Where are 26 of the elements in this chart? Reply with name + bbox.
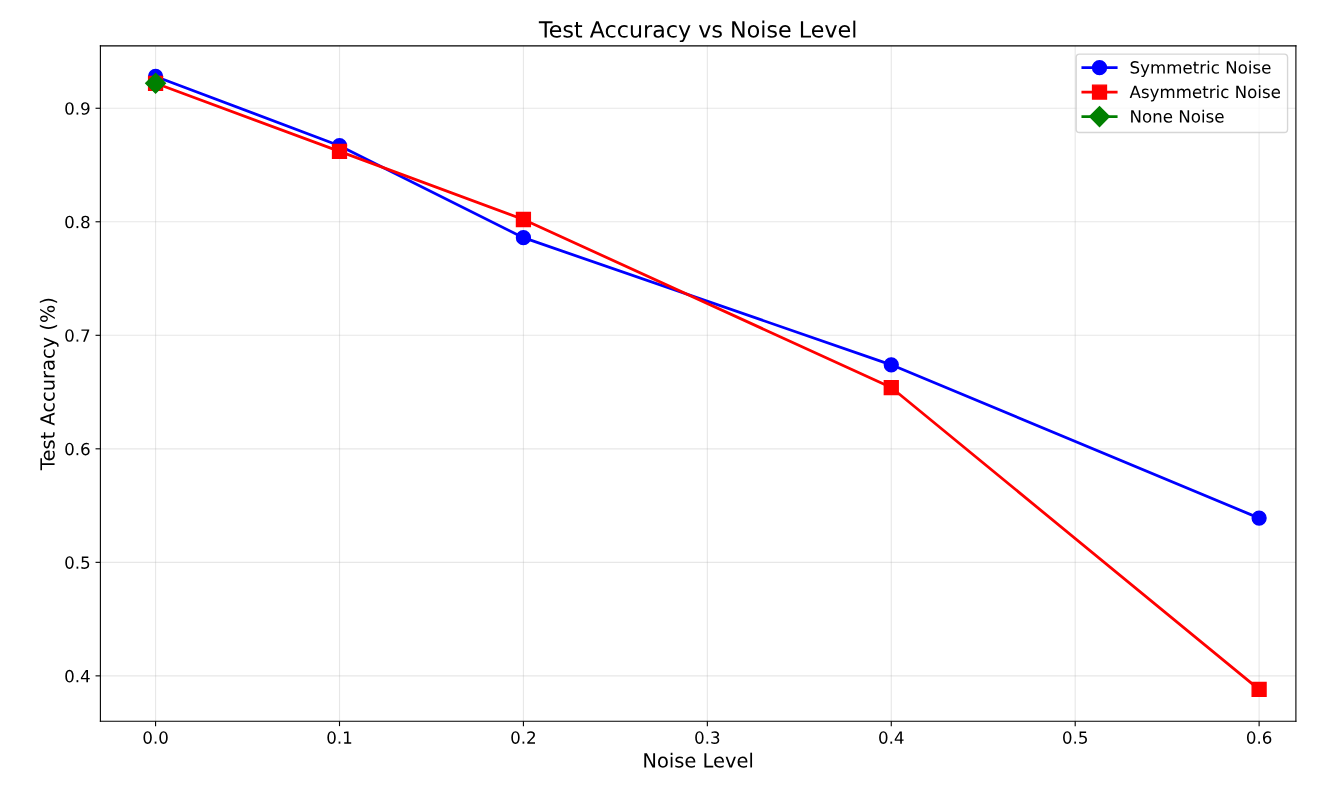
legend-label: None Noise: [1131, 109, 1224, 123]
point: [515, 230, 532, 246]
point: [883, 379, 899, 396]
point: [331, 143, 348, 160]
y-tick-label: 0.5: [65, 556, 90, 569]
point: [883, 357, 899, 373]
y-tick-label: 0.8: [65, 215, 90, 229]
x-tick-label: 0.5: [1063, 731, 1087, 744]
y-tick-label: 0.9: [65, 102, 90, 115]
y-tick-label: 0.6: [65, 442, 90, 456]
x-axis-title: Noise Level: [644, 752, 753, 768]
y-tick-label: 0.7: [65, 329, 90, 342]
legend-label: Symmetric Noise: [1130, 60, 1271, 77]
legend-label: Asymmetric Noise: [1129, 85, 1281, 102]
x-tick-label: 0.0: [143, 731, 168, 744]
chart-title: Test Accuracy vs Noise Level: [538, 20, 856, 43]
point: [515, 211, 532, 228]
x-tick-label: 0.3: [695, 731, 720, 744]
y-axis-title: Test Accuracy (%): [39, 298, 59, 471]
point: [1251, 681, 1267, 698]
x-tick-label: 0.4: [879, 731, 904, 744]
x-tick-label: 0.6: [1246, 731, 1272, 744]
x-tick-label: 0.2: [511, 731, 535, 744]
x-tick-label: 0.1: [327, 731, 352, 744]
point: [1251, 510, 1267, 526]
y-tick-label: 0.4: [65, 669, 90, 683]
